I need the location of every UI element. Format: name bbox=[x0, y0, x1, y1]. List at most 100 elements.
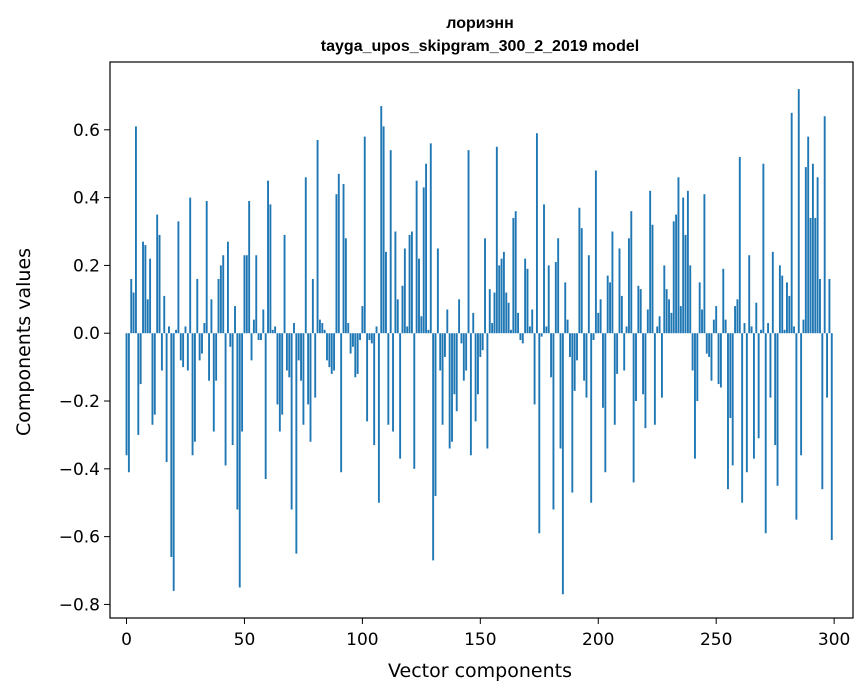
bar bbox=[488, 289, 491, 334]
bar bbox=[533, 333, 536, 405]
bar bbox=[151, 333, 154, 425]
bar bbox=[285, 333, 288, 371]
bar bbox=[177, 221, 180, 334]
bar bbox=[517, 312, 520, 334]
bar bbox=[583, 333, 586, 381]
bar bbox=[283, 234, 286, 334]
bar bbox=[226, 241, 229, 334]
bar bbox=[814, 217, 817, 334]
bar bbox=[257, 333, 260, 340]
bar bbox=[137, 333, 140, 435]
bar bbox=[727, 333, 729, 490]
bar bbox=[441, 333, 444, 425]
bar bbox=[380, 106, 383, 334]
bar bbox=[658, 316, 661, 334]
y-tick-label: 0.0 bbox=[73, 324, 100, 344]
bar bbox=[554, 262, 557, 334]
bar bbox=[800, 333, 803, 456]
bar bbox=[142, 241, 144, 334]
plot-frame bbox=[109, 61, 854, 619]
bar bbox=[543, 204, 545, 334]
bar bbox=[234, 306, 236, 334]
bar bbox=[238, 333, 241, 588]
x-axis-label: Vector components bbox=[388, 660, 572, 682]
bar bbox=[793, 326, 795, 334]
bar bbox=[752, 333, 755, 459]
bar bbox=[455, 333, 458, 412]
bar bbox=[245, 255, 248, 334]
bar bbox=[531, 309, 534, 334]
bar bbox=[731, 333, 734, 466]
bar bbox=[644, 333, 647, 429]
bar bbox=[415, 180, 418, 334]
x-tick-label: 150 bbox=[464, 630, 496, 650]
bar bbox=[691, 333, 694, 371]
bar bbox=[611, 231, 614, 334]
bar bbox=[823, 116, 826, 334]
bar bbox=[694, 333, 696, 459]
bar bbox=[264, 333, 267, 479]
bar bbox=[184, 326, 187, 334]
y-tick-label: 0.6 bbox=[73, 121, 100, 141]
bar bbox=[710, 333, 713, 381]
bar bbox=[302, 333, 305, 425]
bar bbox=[469, 333, 472, 456]
bar bbox=[158, 234, 161, 334]
bar bbox=[795, 333, 798, 520]
bar bbox=[439, 333, 442, 371]
bar bbox=[712, 319, 715, 334]
bar bbox=[786, 282, 788, 334]
bar bbox=[278, 333, 281, 432]
y-tick-label: −0.4 bbox=[59, 460, 100, 480]
bar bbox=[632, 333, 635, 483]
bar bbox=[597, 312, 600, 334]
bar bbox=[231, 333, 234, 446]
bar bbox=[385, 251, 387, 334]
bar bbox=[375, 326, 378, 334]
bar bbox=[410, 231, 413, 334]
bar bbox=[684, 234, 687, 334]
bar bbox=[578, 207, 581, 334]
bar bbox=[481, 333, 484, 351]
bar bbox=[434, 333, 437, 496]
bar bbox=[436, 248, 439, 334]
bar bbox=[335, 194, 338, 334]
bar bbox=[637, 285, 640, 334]
bar bbox=[307, 333, 310, 405]
bar bbox=[337, 173, 340, 334]
bar bbox=[288, 333, 291, 378]
bar bbox=[828, 278, 831, 334]
bar bbox=[130, 278, 133, 334]
bar bbox=[670, 312, 673, 334]
bar bbox=[663, 265, 666, 334]
bar bbox=[585, 333, 588, 398]
bar bbox=[427, 329, 430, 334]
bar bbox=[399, 333, 402, 459]
bar bbox=[406, 326, 409, 334]
bar bbox=[354, 333, 357, 378]
bar bbox=[314, 333, 317, 398]
bar bbox=[453, 333, 456, 395]
bar bbox=[255, 255, 258, 334]
bar bbox=[797, 89, 800, 334]
y-tick-label: 0.2 bbox=[73, 256, 100, 276]
bar bbox=[745, 333, 748, 473]
bar bbox=[295, 333, 298, 554]
bar bbox=[682, 197, 685, 334]
bar bbox=[743, 323, 746, 334]
bar bbox=[514, 211, 517, 334]
bar bbox=[781, 275, 784, 334]
bar bbox=[547, 265, 550, 334]
bar bbox=[524, 258, 527, 334]
bar bbox=[729, 333, 732, 418]
bar bbox=[165, 333, 168, 463]
bar bbox=[651, 224, 654, 334]
x-tick-label: 250 bbox=[700, 630, 732, 650]
bar bbox=[580, 228, 583, 334]
bar bbox=[349, 333, 352, 354]
bar bbox=[175, 329, 177, 334]
bar bbox=[602, 333, 604, 408]
bar bbox=[620, 295, 623, 334]
bar bbox=[217, 278, 220, 334]
bar bbox=[347, 323, 350, 334]
